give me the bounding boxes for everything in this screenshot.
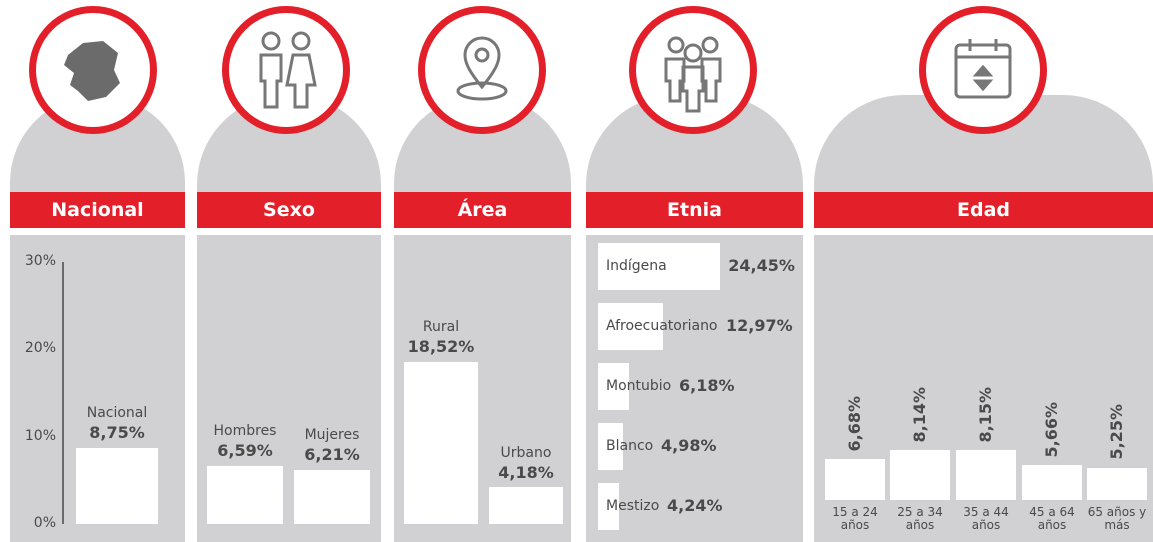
panel-header: Área xyxy=(394,192,571,228)
category-label: Indígena xyxy=(606,258,667,274)
bar xyxy=(1087,467,1147,500)
value-label: 18,52% xyxy=(407,337,475,357)
bar xyxy=(598,423,623,470)
icon-group xyxy=(629,6,757,134)
value-label: 4,98% xyxy=(661,436,717,455)
value-label: 6,21% xyxy=(304,444,360,464)
value-label: 4,18% xyxy=(498,462,554,482)
y-axis xyxy=(62,262,64,524)
bar xyxy=(598,243,721,290)
category-label: 25 a 34 años xyxy=(897,505,943,532)
category-label: Blanco xyxy=(606,438,654,454)
value-label: 8,75% xyxy=(89,422,145,442)
icon-map xyxy=(29,6,157,134)
value-label: 12,97% xyxy=(726,316,793,335)
icon-location xyxy=(418,6,546,134)
icon-calendar xyxy=(919,6,1047,134)
bar xyxy=(1022,465,1082,500)
category-label: Afroecuatoriano xyxy=(606,318,718,334)
category-label: Hombres xyxy=(213,423,277,440)
bar xyxy=(404,362,478,524)
value-label: 24,45% xyxy=(728,256,795,275)
category-label: Montubio xyxy=(606,378,672,394)
category-label: 65 años y más xyxy=(1087,505,1147,532)
bar xyxy=(207,466,283,524)
panel-header: Edad xyxy=(814,192,1153,228)
category-label: Rural xyxy=(422,319,460,336)
bar xyxy=(76,447,158,524)
y-tick-label: 10% xyxy=(24,427,56,444)
bar xyxy=(294,469,370,524)
bar xyxy=(956,450,1016,500)
category-label: 15 a 24 años xyxy=(832,505,878,532)
bar xyxy=(489,487,563,524)
value-label: 6,18% xyxy=(679,376,735,395)
category-label: 35 a 44 años xyxy=(963,505,1009,532)
category-label: Urbano xyxy=(500,444,552,461)
category-label: Nacional xyxy=(86,404,148,421)
value-label: 5,25% xyxy=(1107,404,1126,460)
y-tick-label: 20% xyxy=(24,340,56,357)
value-label: 4,24% xyxy=(667,496,723,515)
category-label: Mestizo xyxy=(606,498,660,514)
value-label: 8,15% xyxy=(976,386,995,443)
bar xyxy=(598,303,663,350)
bar xyxy=(890,450,950,500)
value-label: 6,68% xyxy=(845,395,864,452)
category-label: Mujeres xyxy=(304,426,360,443)
value-label: 6,59% xyxy=(217,441,273,461)
y-tick-label: 0% xyxy=(33,515,56,531)
bar xyxy=(598,483,620,530)
bar xyxy=(825,459,885,500)
bar xyxy=(598,363,629,410)
panel-header: Nacional xyxy=(10,192,185,228)
panel-header: Etnia xyxy=(586,192,803,228)
panel-header: Sexo xyxy=(197,192,381,228)
value-label: 5,66% xyxy=(1042,401,1061,458)
value-label: 8,14% xyxy=(910,386,929,443)
category-label: 45 a 64 años xyxy=(1029,505,1075,532)
icon-people xyxy=(222,6,350,134)
y-tick-label: 30% xyxy=(24,253,56,269)
